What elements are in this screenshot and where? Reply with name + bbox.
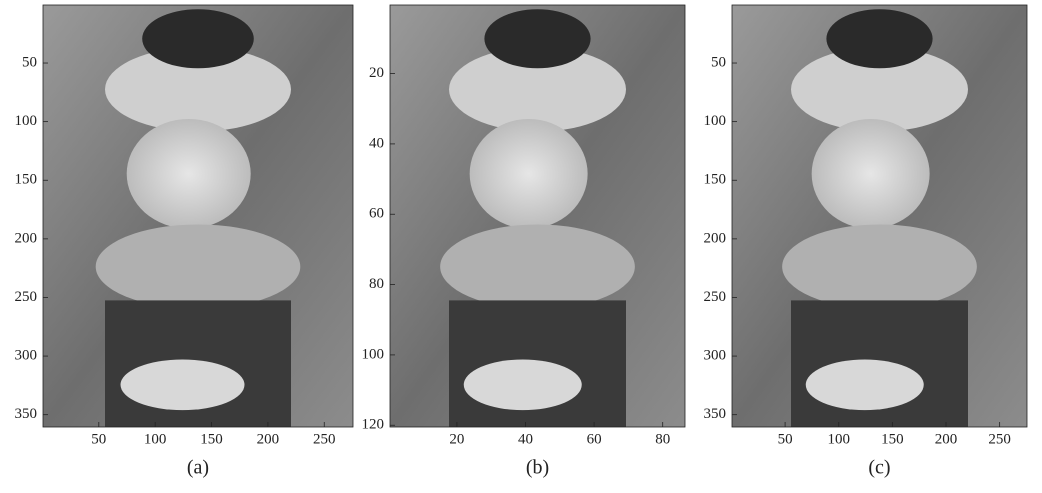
y-tick-label: 50 bbox=[22, 54, 37, 70]
y-tick-label: 100 bbox=[704, 113, 727, 129]
image-face bbox=[127, 119, 251, 229]
y-tick-label: 200 bbox=[15, 230, 38, 246]
caption: (a) bbox=[187, 457, 209, 479]
image bbox=[43, 5, 353, 427]
x-tick-label: 150 bbox=[200, 431, 223, 447]
x-tick-label: 150 bbox=[881, 431, 904, 447]
y-tick-label: 250 bbox=[15, 289, 38, 305]
y-tick-label: 200 bbox=[704, 230, 727, 246]
y-tick-label: 350 bbox=[704, 406, 727, 422]
image-collar bbox=[782, 224, 977, 308]
image-hands bbox=[121, 359, 245, 410]
y-tick-label: 60 bbox=[369, 206, 384, 222]
image-hair bbox=[142, 9, 254, 68]
x-tick-label: 50 bbox=[778, 431, 793, 447]
y-tick-label: 300 bbox=[704, 348, 727, 364]
x-tick-label: 40 bbox=[518, 431, 533, 447]
x-tick-label: 100 bbox=[144, 431, 167, 447]
image-face bbox=[812, 119, 930, 229]
y-tick-label: 350 bbox=[15, 406, 38, 422]
caption: (c) bbox=[868, 457, 890, 479]
x-tick-label: 20 bbox=[449, 431, 464, 447]
image bbox=[390, 5, 685, 427]
y-tick-label: 300 bbox=[15, 348, 38, 364]
image-collar bbox=[96, 224, 301, 308]
x-tick-label: 100 bbox=[827, 431, 850, 447]
image-hands bbox=[464, 359, 582, 410]
y-tick-label: 100 bbox=[15, 113, 38, 129]
x-tick-label: 250 bbox=[988, 431, 1011, 447]
y-tick-label: 100 bbox=[362, 346, 385, 362]
y-tick-label: 250 bbox=[704, 289, 727, 305]
x-tick-label: 60 bbox=[587, 431, 602, 447]
figure: 50 100 150 200 250 50 100 150 200 250 300 350 (a) 20 4… bbox=[0, 0, 1042, 493]
image-hands bbox=[806, 359, 924, 410]
y-tick-label: 50 bbox=[711, 54, 726, 70]
y-tick-label: 150 bbox=[15, 172, 38, 188]
x-tick-label: 200 bbox=[257, 431, 280, 447]
image-hair bbox=[484, 9, 590, 68]
y-tick-label: 80 bbox=[369, 276, 384, 292]
caption: (b) bbox=[526, 457, 549, 479]
image bbox=[732, 5, 1027, 427]
y-tick-label: 40 bbox=[369, 135, 384, 151]
x-tick-label: 80 bbox=[655, 431, 670, 447]
y-tick-label: 150 bbox=[704, 172, 727, 188]
image-face bbox=[470, 119, 588, 229]
x-tick-label: 50 bbox=[91, 431, 106, 447]
image-collar bbox=[440, 224, 635, 308]
image-hair bbox=[826, 9, 932, 68]
x-tick-label: 200 bbox=[935, 431, 958, 447]
y-tick-label: 20 bbox=[369, 65, 384, 81]
y-tick-label: 120 bbox=[362, 417, 385, 433]
x-tick-label: 250 bbox=[313, 431, 336, 447]
